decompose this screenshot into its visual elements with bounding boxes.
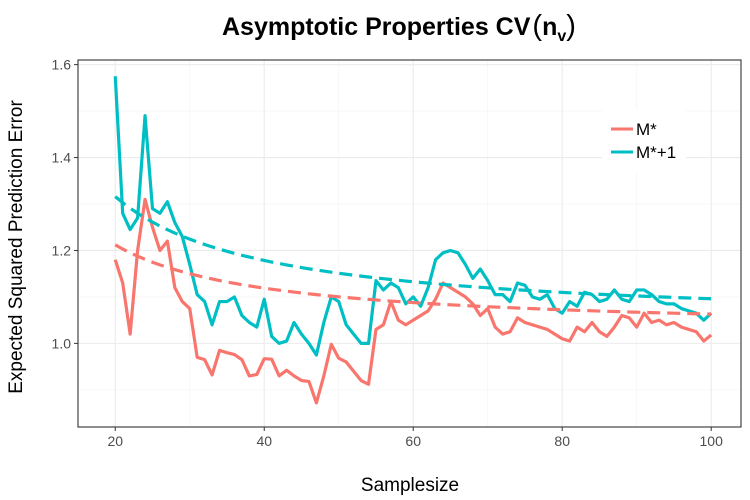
- legend-label-m-star: M*: [636, 120, 657, 139]
- legend-label-m-star-plus-1: M*+1: [636, 143, 676, 162]
- series-lines: [113, 76, 713, 405]
- x-tick-label: 40: [256, 433, 272, 449]
- y-tick-label: 1.6: [52, 57, 72, 73]
- series-line-m-star-plus-1: [113, 76, 713, 357]
- chart-title-paren-open: (: [532, 10, 542, 42]
- y-axis-title: Expected Squared Prediction Error: [6, 100, 27, 394]
- legend-background: [602, 110, 686, 172]
- x-axis-title: Samplesize: [361, 475, 459, 496]
- legend: M* M*+1: [602, 110, 686, 172]
- y-tick-label: 1.4: [52, 150, 72, 166]
- asymptotic-line-m-star: [114, 243, 712, 316]
- series-line-m-star: [113, 197, 713, 405]
- chart-title-paren-close: ): [566, 10, 576, 42]
- panel-border: [77, 59, 742, 428]
- chart-title-text: Asymptotic Properties CV: [222, 13, 531, 41]
- y-tick-label: 1.2: [52, 242, 72, 258]
- chart-title: Asymptotic Properties CV(nv): [222, 10, 576, 45]
- x-tick-label: 80: [554, 433, 570, 449]
- grid: [78, 60, 741, 427]
- chart-title-math-base: n: [542, 13, 557, 41]
- x-tick-label: 20: [107, 433, 123, 449]
- x-tick-label: 60: [405, 433, 421, 449]
- chart-title-math-sub: v: [557, 28, 566, 45]
- axis-ticks: 20 40 60 80 100 1.0 1.2 1.4 1.6: [52, 57, 724, 449]
- y-tick-label: 1.0: [52, 335, 72, 351]
- x-tick-label: 100: [700, 433, 724, 449]
- asymptotic-line-m-star-plus-1: [114, 195, 712, 301]
